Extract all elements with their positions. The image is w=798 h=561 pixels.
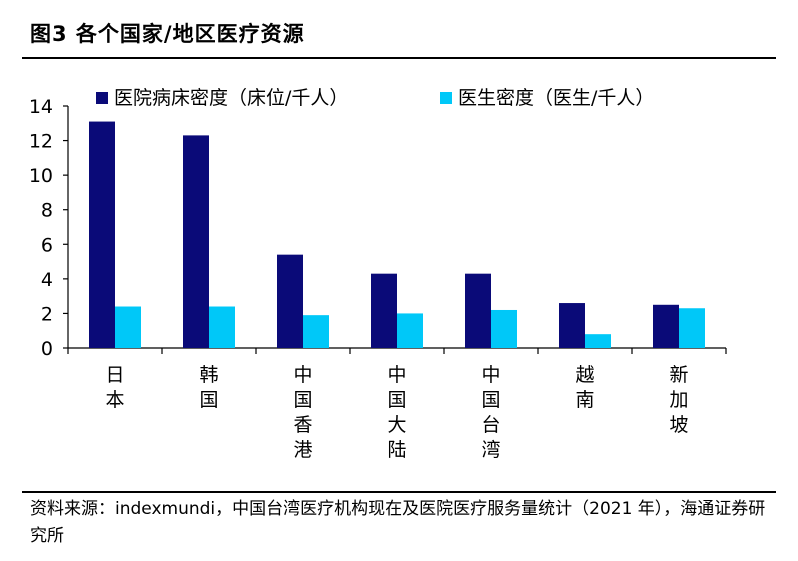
- bar-doctor-density: [115, 306, 141, 348]
- y-axis: 0 2 4 6 8 10 12 14: [29, 96, 69, 360]
- x-axis: 日本 韩国 中国香港 中国大陆 中国台湾 越南 新加坡: [67, 347, 727, 461]
- legend-label: 医生密度（医生/千人）: [458, 87, 654, 109]
- y-tick-label: 2: [41, 303, 53, 325]
- x-tick-label: 新加坡: [669, 364, 688, 436]
- bar-bed-density: [371, 273, 397, 348]
- y-tick-label: 6: [41, 234, 53, 256]
- y-tick-label: 0: [41, 338, 53, 360]
- bar-doctor-density: [397, 313, 423, 348]
- bar-bed-density: [465, 273, 491, 348]
- y-tick-label: 12: [29, 131, 53, 153]
- legend-swatch: [96, 92, 108, 104]
- bar-doctor-density: [585, 334, 611, 348]
- bar-bed-density: [89, 121, 115, 348]
- x-tick-label: 中国台湾: [481, 364, 500, 461]
- bar-doctor-density: [679, 308, 705, 348]
- legend: 医院病床密度（床位/千人） 医生密度（医生/千人）: [96, 87, 654, 109]
- y-tick-label: 4: [41, 269, 53, 291]
- x-tick-label: 中国大陆: [387, 364, 406, 461]
- y-tick-label: 8: [41, 200, 53, 222]
- bar-bed-density: [653, 304, 679, 348]
- bar-chart: 0 2 4 6 8 10 12 14 日本 韩国 中国香港 中国大陆 中国台湾 越南 新加坡 医院病床密度…: [29, 87, 727, 461]
- x-tick-label: 韩国: [199, 364, 218, 411]
- y-tick-label: 14: [29, 96, 53, 118]
- bar-bed-density: [277, 254, 303, 348]
- footer-divider: [22, 491, 776, 493]
- title-divider: [22, 57, 776, 59]
- bar-bed-density: [183, 135, 209, 348]
- figure-title: 图3 各个国家/地区医疗资源: [30, 22, 305, 46]
- bar-doctor-density: [491, 309, 517, 348]
- x-tick-label: 日本: [105, 364, 124, 411]
- bar-bed-density: [559, 303, 585, 348]
- x-tick-label: 中国香港: [293, 364, 312, 461]
- legend-swatch: [440, 92, 452, 104]
- x-tick-label: 越南: [575, 364, 594, 411]
- bar-doctor-density: [209, 306, 235, 348]
- bar-doctor-density: [303, 315, 329, 348]
- bars: [89, 121, 705, 348]
- legend-label: 医院病床密度（床位/千人）: [114, 87, 348, 109]
- y-tick-label: 10: [29, 165, 53, 187]
- source-note: 资料来源：indexmundi，中国台湾医疗机构现在及医院医疗服务量统计（202…: [30, 499, 766, 546]
